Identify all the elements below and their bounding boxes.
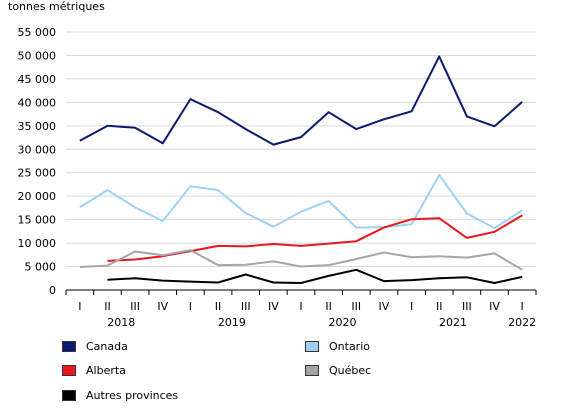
legend-item: Canada: [62, 340, 128, 353]
x-tick-label: III: [241, 300, 251, 313]
legend-swatch: [62, 341, 76, 352]
legend-swatch: [305, 365, 319, 376]
y-tick-label: 10 000: [18, 237, 57, 250]
x-tick-label: IV: [268, 300, 279, 313]
y-tick-label: 30 000: [18, 143, 57, 156]
legend-item: Québec: [305, 364, 371, 377]
grid-lines: [66, 31, 536, 291]
x-tick-label: II: [215, 300, 222, 313]
year-label: 2020: [328, 316, 356, 329]
x-tick-label: I: [521, 300, 524, 313]
x-tick-label: III: [130, 300, 140, 313]
series-lines: [79, 55, 523, 284]
x-tick-label: II: [325, 300, 332, 313]
y-tick-label: 40 000: [18, 96, 57, 109]
x-tick-label: I: [78, 300, 81, 313]
legend-swatch: [305, 341, 319, 352]
series-line-autres-provinces: [107, 268, 523, 284]
legend-item: Alberta: [62, 364, 126, 377]
x-tick-label: IV: [157, 300, 168, 313]
legend-swatch: [62, 390, 76, 401]
y-tick-label: 20 000: [18, 190, 57, 203]
legend-label: Ontario: [329, 340, 370, 353]
legend-item: Ontario: [305, 340, 370, 353]
x-tick-label: IV: [489, 300, 500, 313]
year-label: 2019: [218, 316, 246, 329]
legend-item: Autres provinces: [62, 389, 178, 402]
year-label: 2018: [107, 316, 135, 329]
legend-label: Canada: [86, 340, 128, 353]
y-tick-labels: 0 5 000 10 000 15 000 20 000 25 000 30 000 35 0…: [18, 26, 57, 297]
series-line-canada: [79, 55, 523, 146]
legend-label: Québec: [329, 364, 372, 377]
y-axis-label: tonnes métriques: [8, 0, 105, 13]
x-tick-label: III: [351, 300, 361, 313]
x-tick-label: I: [410, 300, 413, 313]
y-tick-label: 25 000: [18, 167, 57, 180]
line-chart: tonnes métriques 0 5 000 10 000 15 000 20 00…: [8, 0, 537, 329]
legend-swatch: [62, 365, 76, 376]
y-tick-label: 15 000: [18, 214, 57, 227]
series-line-ontario: [79, 174, 523, 230]
y-tick-label: 0: [49, 284, 56, 297]
x-tick-label: III: [462, 300, 472, 313]
x-tick-label: I: [189, 300, 192, 313]
year-label: 2022: [508, 316, 536, 329]
x-tick-label: II: [436, 300, 443, 313]
y-tick-label: 5 000: [25, 261, 57, 274]
x-tick-label: I: [299, 300, 302, 313]
legend-label: Alberta: [86, 364, 126, 377]
y-tick-label: 50 000: [18, 49, 57, 62]
y-tick-label: 55 000: [18, 26, 57, 39]
y-tick-label: 45 000: [18, 73, 57, 86]
x-tick-label: II: [104, 300, 111, 313]
legend-label: Autres provinces: [86, 389, 179, 402]
series-line-qu-bec: [79, 249, 523, 271]
x-tick-label: IV: [379, 300, 390, 313]
year-label: 2021: [439, 316, 467, 329]
y-tick-label: 35 000: [18, 120, 57, 133]
